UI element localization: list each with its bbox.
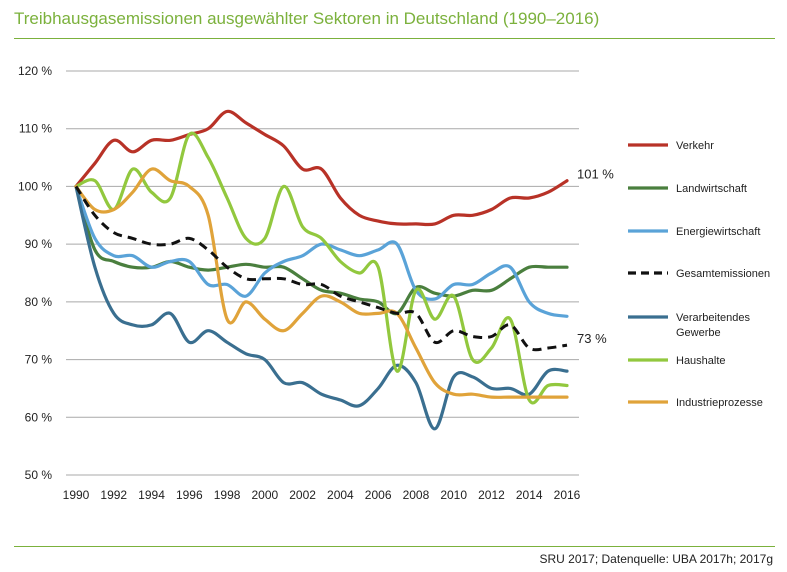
- legend-label-verkehr: Verkehr: [676, 140, 714, 152]
- x-tick-label: 2002: [289, 488, 316, 502]
- x-tick-label: 1992: [100, 488, 127, 502]
- y-tick-label: 50 %: [25, 468, 53, 482]
- legend-label-energiewirtschaft: Energiewirtschaft: [676, 226, 760, 238]
- y-axis-ticks: 50 % 60 % 70 % 80 % 90 % 100 % 110 % 120 %: [18, 64, 52, 482]
- x-tick-label: 1994: [138, 488, 165, 502]
- x-tick-label: 1990: [63, 488, 90, 502]
- legend-label-gesamtemissionen: Gesamtemissionen: [676, 268, 770, 280]
- legend: Verkehr Landwirtschaft Energiewirtschaft Ge…: [628, 140, 770, 409]
- series-line-industrieprozesse: [74, 167, 569, 399]
- x-tick-label: 1996: [176, 488, 203, 502]
- y-tick-label: 100 %: [18, 179, 52, 193]
- x-axis-ticks: 1990 1992 1994 1996 1998 2000 2002 2004 2006 2008…: [63, 488, 581, 502]
- x-tick-label: 2000: [251, 488, 278, 502]
- series-line-verarbeitendes-gewerbe: [74, 184, 569, 431]
- y-tick-label: 110 %: [19, 122, 52, 136]
- annotations: 101 % 73 %: [577, 167, 614, 346]
- gridlines: [66, 70, 579, 476]
- y-tick-label: 120 %: [18, 64, 52, 78]
- x-tick-label: 2014: [516, 488, 543, 502]
- footer-rule: [14, 546, 775, 547]
- x-tick-label: 2010: [440, 488, 467, 502]
- chart-title: Treibhausgasemissionen ausgewählter Sekt…: [14, 9, 600, 28]
- legend-label-landwirtschaft: Landwirtschaft: [676, 183, 747, 195]
- y-tick-label: 80 %: [25, 295, 53, 309]
- x-tick-label: 2004: [327, 488, 354, 502]
- x-tick-label: 2008: [403, 488, 430, 502]
- title-rule: [14, 38, 775, 39]
- series-lines: [74, 109, 569, 431]
- series-line-haushalte: [74, 131, 569, 405]
- source-note: SRU 2017; Datenquelle: UBA 2017h; 2017g: [539, 552, 773, 566]
- y-tick-label: 70 %: [25, 353, 53, 367]
- x-tick-label: 2012: [478, 488, 505, 502]
- series-line-energiewirtschaft: [74, 184, 569, 318]
- end-value-label: 101 %: [577, 167, 614, 182]
- x-tick-label: 2006: [365, 488, 392, 502]
- legend-label-verarbeitendes-gewerbe: Verarbeitendes Gewerbe: [676, 312, 750, 339]
- legend-label-industrieprozesse: Industrieprozesse: [676, 397, 763, 409]
- end-value-label: 73 %: [577, 331, 607, 346]
- series-line-gesamtemissionen: [74, 185, 568, 352]
- series-line-verkehr: [74, 109, 569, 227]
- y-tick-label: 90 %: [25, 237, 53, 251]
- y-tick-label: 60 %: [25, 410, 53, 424]
- x-tick-label: 1998: [214, 488, 241, 502]
- legend-label-haushalte: Haushalte: [676, 355, 726, 367]
- x-tick-label: 2016: [554, 488, 581, 502]
